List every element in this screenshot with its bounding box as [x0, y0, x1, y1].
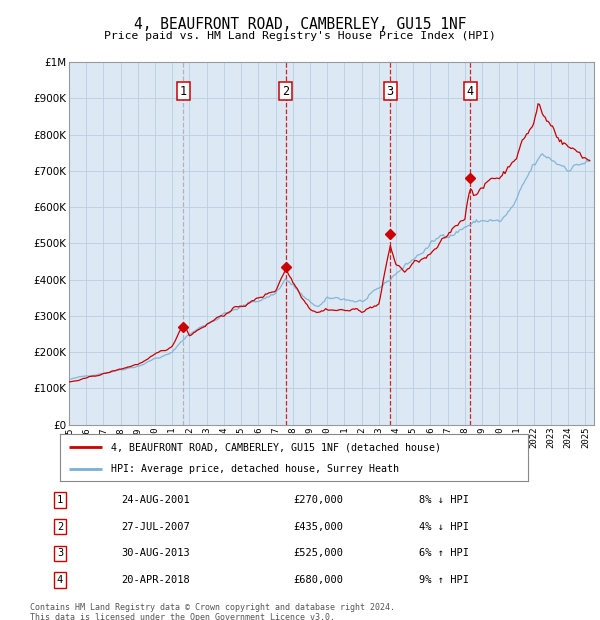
Text: 1: 1: [180, 84, 187, 97]
Text: £435,000: £435,000: [293, 521, 343, 532]
Text: 24-AUG-2001: 24-AUG-2001: [122, 495, 190, 505]
Text: 4, BEAUFRONT ROAD, CAMBERLEY, GU15 1NF: 4, BEAUFRONT ROAD, CAMBERLEY, GU15 1NF: [134, 17, 466, 32]
Text: 4: 4: [57, 575, 63, 585]
Text: Contains HM Land Registry data © Crown copyright and database right 2024.
This d: Contains HM Land Registry data © Crown c…: [30, 603, 395, 620]
Text: 3: 3: [386, 84, 394, 97]
Text: 1: 1: [57, 495, 63, 505]
Text: 8% ↓ HPI: 8% ↓ HPI: [419, 495, 469, 505]
Text: 20-APR-2018: 20-APR-2018: [122, 575, 190, 585]
Text: 2: 2: [57, 521, 63, 532]
Text: 4, BEAUFRONT ROAD, CAMBERLEY, GU15 1NF (detached house): 4, BEAUFRONT ROAD, CAMBERLEY, GU15 1NF (…: [112, 442, 442, 452]
Text: £525,000: £525,000: [293, 548, 343, 559]
Text: Price paid vs. HM Land Registry's House Price Index (HPI): Price paid vs. HM Land Registry's House …: [104, 31, 496, 41]
Text: 4% ↓ HPI: 4% ↓ HPI: [419, 521, 469, 532]
Text: 30-AUG-2013: 30-AUG-2013: [122, 548, 190, 559]
Text: 6% ↑ HPI: 6% ↑ HPI: [419, 548, 469, 559]
Text: £270,000: £270,000: [293, 495, 343, 505]
Text: HPI: Average price, detached house, Surrey Heath: HPI: Average price, detached house, Surr…: [112, 464, 400, 474]
Text: 27-JUL-2007: 27-JUL-2007: [122, 521, 190, 532]
Text: 2: 2: [282, 84, 289, 97]
Text: £680,000: £680,000: [293, 575, 343, 585]
Text: 4: 4: [467, 84, 473, 97]
Text: 3: 3: [57, 548, 63, 559]
Text: 9% ↑ HPI: 9% ↑ HPI: [419, 575, 469, 585]
